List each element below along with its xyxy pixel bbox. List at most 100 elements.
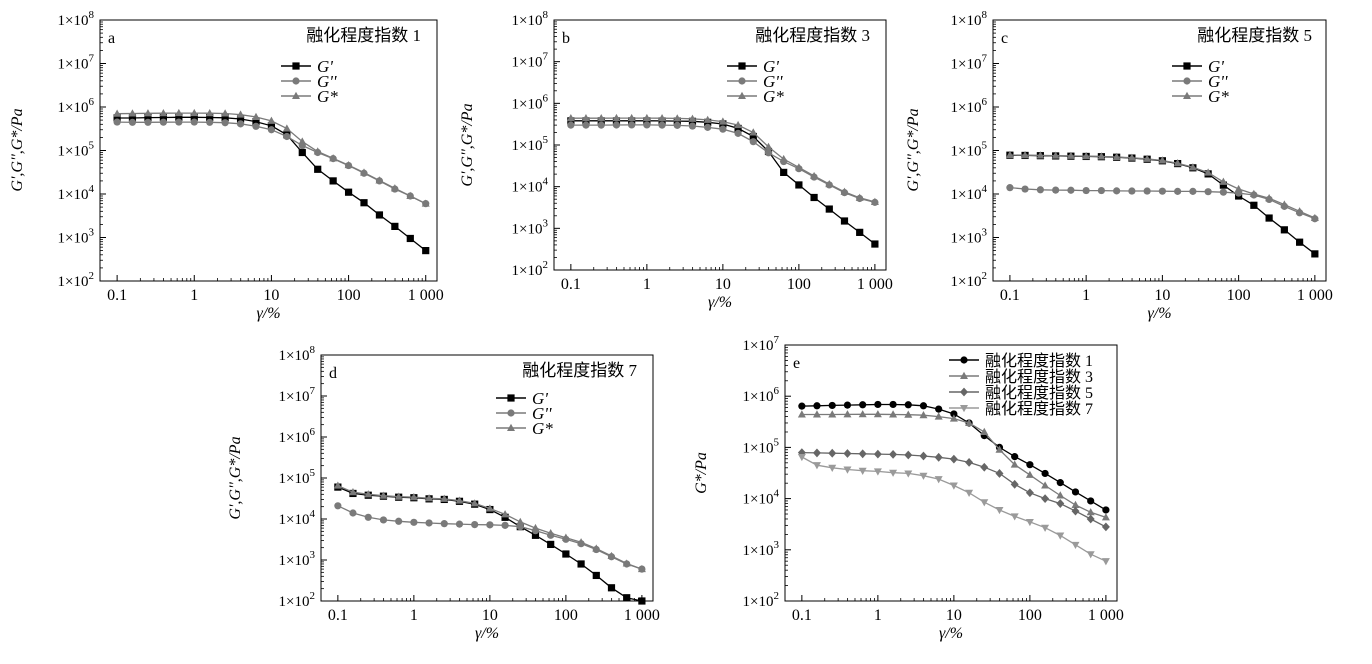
plot-frame	[992, 19, 1327, 282]
series-2	[797, 448, 1110, 532]
data-point	[282, 124, 291, 132]
x-tick-label: 1 000	[1088, 607, 1124, 624]
data-point	[1071, 488, 1080, 496]
data-point	[221, 109, 230, 117]
x-tick-label: 10	[946, 607, 962, 624]
data-point	[749, 128, 758, 136]
series-1	[113, 118, 430, 208]
panel-c: 1×102 1×103 1×104 1×105 1×106 1×107 1×108 0.1 1 1…	[905, 9, 1333, 322]
data-point	[1056, 499, 1065, 508]
data-point	[1041, 481, 1050, 489]
data-point	[904, 450, 913, 460]
y-tick-label: 1×104	[279, 508, 316, 528]
data-point	[314, 165, 322, 173]
y-tick-label: 1×105	[58, 140, 95, 160]
data-point	[486, 521, 494, 529]
data-point	[904, 401, 912, 409]
data-point	[638, 597, 646, 605]
data-point	[175, 113, 183, 121]
data-point	[843, 401, 852, 409]
x-tick-label: 1	[410, 607, 418, 624]
data-point	[764, 142, 773, 150]
y-axis-label: G',G'',G*/Pa	[227, 436, 244, 519]
plot-frame	[553, 19, 887, 271]
data-point	[810, 193, 818, 202]
data-point	[840, 187, 849, 195]
series-line	[337, 486, 643, 602]
data-point	[1052, 186, 1060, 194]
legend-title: 融化程度指数 5	[1197, 26, 1312, 45]
data-point	[421, 199, 430, 207]
data-point	[1021, 150, 1030, 159]
data-point	[144, 118, 152, 126]
data-point	[1204, 188, 1212, 196]
data-point	[1128, 187, 1136, 195]
data-point	[128, 118, 137, 126]
data-point	[329, 177, 337, 185]
data-point	[1071, 541, 1080, 550]
data-point	[1143, 187, 1151, 195]
data-point	[812, 462, 821, 470]
data-point	[379, 491, 388, 499]
data-point	[688, 114, 697, 122]
series-0	[334, 483, 646, 605]
data-point	[1101, 513, 1110, 521]
y-tick-label: 1×105	[951, 140, 988, 160]
data-point	[1158, 156, 1167, 164]
data-point	[1097, 186, 1105, 195]
data-point	[1143, 154, 1152, 162]
panel-letter: e	[793, 355, 800, 372]
data-point	[567, 121, 575, 129]
data-point	[1188, 163, 1197, 171]
legend: 融化程度指数 7 G'G''G*	[496, 361, 637, 438]
data-point	[1112, 152, 1121, 160]
x-tick-label: 1	[1082, 287, 1090, 304]
data-point	[949, 482, 958, 490]
data-point	[1101, 522, 1110, 532]
data-point	[298, 148, 306, 157]
data-point	[1204, 168, 1213, 176]
legend-label: G''	[1208, 72, 1228, 91]
data-point	[810, 171, 819, 180]
data-point	[1189, 187, 1197, 195]
data-point	[334, 502, 342, 510]
x-tick-label: 100	[1018, 607, 1042, 624]
panel-letter: c	[1001, 30, 1008, 47]
data-point	[236, 110, 245, 118]
data-point	[734, 120, 743, 129]
legend-label: G'	[317, 57, 333, 76]
x-axis-label: γ/%	[256, 305, 280, 322]
data-point	[1036, 186, 1044, 194]
y-tick-label: 1×105	[743, 436, 780, 456]
data-point	[144, 114, 152, 122]
data-point	[1086, 551, 1095, 559]
data-point	[425, 494, 434, 502]
data-point	[1219, 188, 1227, 196]
data-point	[873, 449, 882, 459]
data-point	[159, 109, 168, 117]
legend-label: G'	[763, 57, 779, 76]
data-point	[965, 418, 974, 426]
legend-marker	[292, 62, 300, 70]
data-point	[592, 571, 600, 580]
data-point	[1295, 207, 1304, 215]
data-point	[859, 401, 867, 409]
data-point	[1097, 152, 1106, 160]
y-tick-label: 1×103	[743, 539, 780, 559]
data-point	[333, 481, 342, 489]
x-axis-label: γ/%	[475, 625, 499, 642]
data-point	[607, 584, 616, 592]
data-point	[390, 184, 399, 192]
legend-marker	[292, 91, 300, 99]
data-point	[1087, 497, 1095, 505]
legend-marker	[507, 409, 515, 417]
data-point	[813, 402, 821, 410]
data-point	[1082, 151, 1091, 160]
data-point	[344, 188, 353, 196]
data-point	[797, 453, 806, 462]
data-point	[440, 494, 449, 502]
y-tick-label: 1×108	[279, 344, 316, 364]
legend: 融化程度指数 3 G'G''G*	[727, 26, 870, 106]
legend-marker	[292, 77, 300, 85]
series-line	[801, 451, 1107, 528]
